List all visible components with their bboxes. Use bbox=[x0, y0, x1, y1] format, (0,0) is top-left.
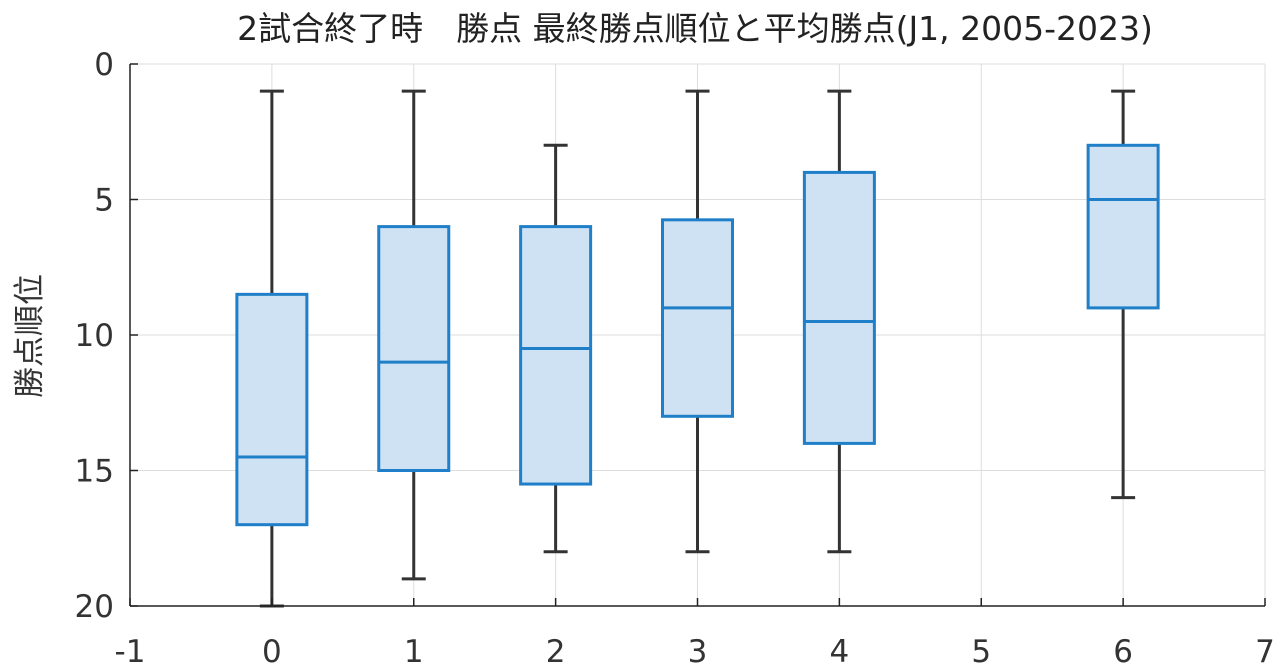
box bbox=[519, 225, 593, 486]
x-tick-label: 2 bbox=[546, 634, 566, 670]
x-tick-label: -1 bbox=[115, 634, 146, 670]
box bbox=[802, 170, 876, 445]
y-tick-label: 20 bbox=[75, 589, 114, 625]
y-tick-label: 15 bbox=[75, 454, 114, 490]
y-tick-label: 0 bbox=[94, 47, 114, 83]
x-tick-label: 3 bbox=[688, 634, 708, 670]
box bbox=[1086, 143, 1160, 310]
box bbox=[377, 225, 451, 472]
x-tick-label: 0 bbox=[262, 634, 282, 670]
y-tick-label: 5 bbox=[94, 183, 114, 219]
x-tick-label: 4 bbox=[830, 634, 850, 670]
chart-title: 2試合終了時 勝点 最終勝点順位と平均勝点(J1, 2005-2023) bbox=[237, 9, 1153, 48]
x-tick-label: 1 bbox=[404, 634, 424, 670]
y-tick-label: 10 bbox=[75, 318, 114, 354]
x-tick-label: 5 bbox=[971, 634, 991, 670]
box-layer bbox=[235, 89, 1160, 608]
box bbox=[661, 218, 734, 418]
axis-layer: -1 0 1 2 3 4 5 6 7 0 5 10 15 20 bbox=[75, 47, 1275, 670]
y-axis-label: 勝点順位 bbox=[12, 274, 48, 398]
x-tick-label: 6 bbox=[1113, 634, 1133, 670]
x-tick-label: 7 bbox=[1255, 634, 1275, 670]
box bbox=[235, 292, 309, 527]
